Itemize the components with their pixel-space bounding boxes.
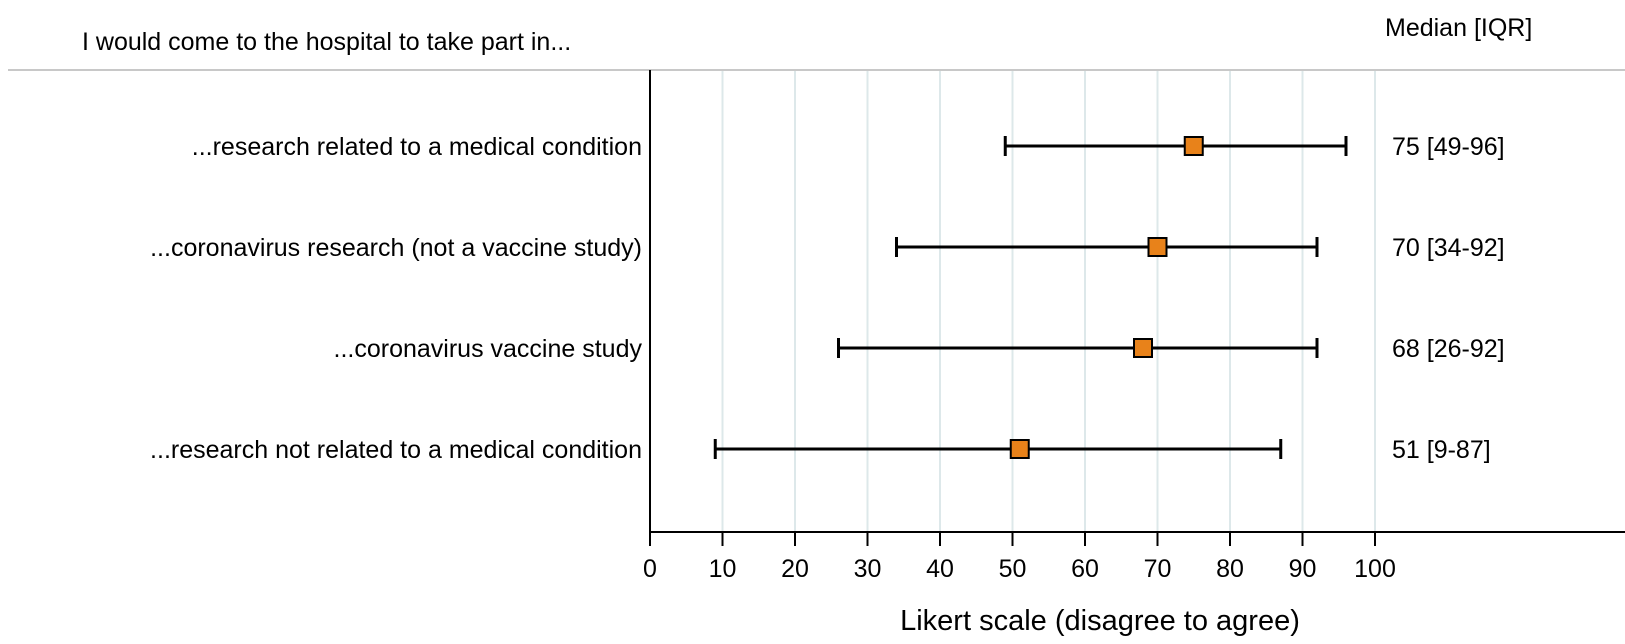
header-median-iqr: Median [IQR] xyxy=(1385,14,1532,42)
plot-row-4: ...research not related to a medical con… xyxy=(150,436,1491,464)
row-summary: 51 [9-87] xyxy=(1392,436,1491,464)
row-summary: 68 [26-92] xyxy=(1392,335,1505,363)
median-marker xyxy=(1183,136,1204,156)
plot-row-2: ...coronavirus research (not a vaccine s… xyxy=(150,234,1504,262)
x-tick-label-0: 0 xyxy=(643,555,657,583)
row-label: ...coronavirus vaccine study xyxy=(334,335,643,363)
x-tick-label-20: 20 xyxy=(781,555,809,583)
x-tick-label-10: 10 xyxy=(709,555,737,583)
median-marker xyxy=(1009,439,1030,459)
gridlines xyxy=(721,70,1376,532)
x-axis-label: Likert scale (disagree to agree) xyxy=(900,605,1300,637)
x-tick-label-60: 60 xyxy=(1071,555,1099,583)
x-tick-label-30: 30 xyxy=(854,555,882,583)
header-question: I would come to the hospital to take par… xyxy=(82,28,571,56)
median-marker xyxy=(1133,338,1153,358)
row-label: ...coronavirus research (not a vaccine s… xyxy=(150,234,642,262)
plot-row-1: ...research related to a medical conditi… xyxy=(192,133,1505,161)
row-summary: 70 [34-92] xyxy=(1392,234,1505,262)
plot-rows: ...research related to a medical conditi… xyxy=(150,133,1505,464)
x-tick-label-70: 70 xyxy=(1144,555,1172,583)
row-label: ...research not related to a medical con… xyxy=(150,436,642,464)
row-summary: 75 [49-96] xyxy=(1392,133,1505,161)
median-marker xyxy=(1147,237,1168,257)
x-axis-ticks: 0 10 20 30 40 50 60 70 80 90 100 xyxy=(643,532,1396,583)
x-tick-label-40: 40 xyxy=(926,555,954,583)
x-tick-label-80: 80 xyxy=(1216,555,1244,583)
x-tick-label-90: 90 xyxy=(1289,555,1317,583)
row-label: ...research related to a medical conditi… xyxy=(192,133,642,161)
x-tick-label-50: 50 xyxy=(999,555,1027,583)
plot-row-3: ...coronavirus vaccine study 68 [26-92] xyxy=(334,335,1505,363)
x-tick-label-100: 100 xyxy=(1354,555,1396,583)
